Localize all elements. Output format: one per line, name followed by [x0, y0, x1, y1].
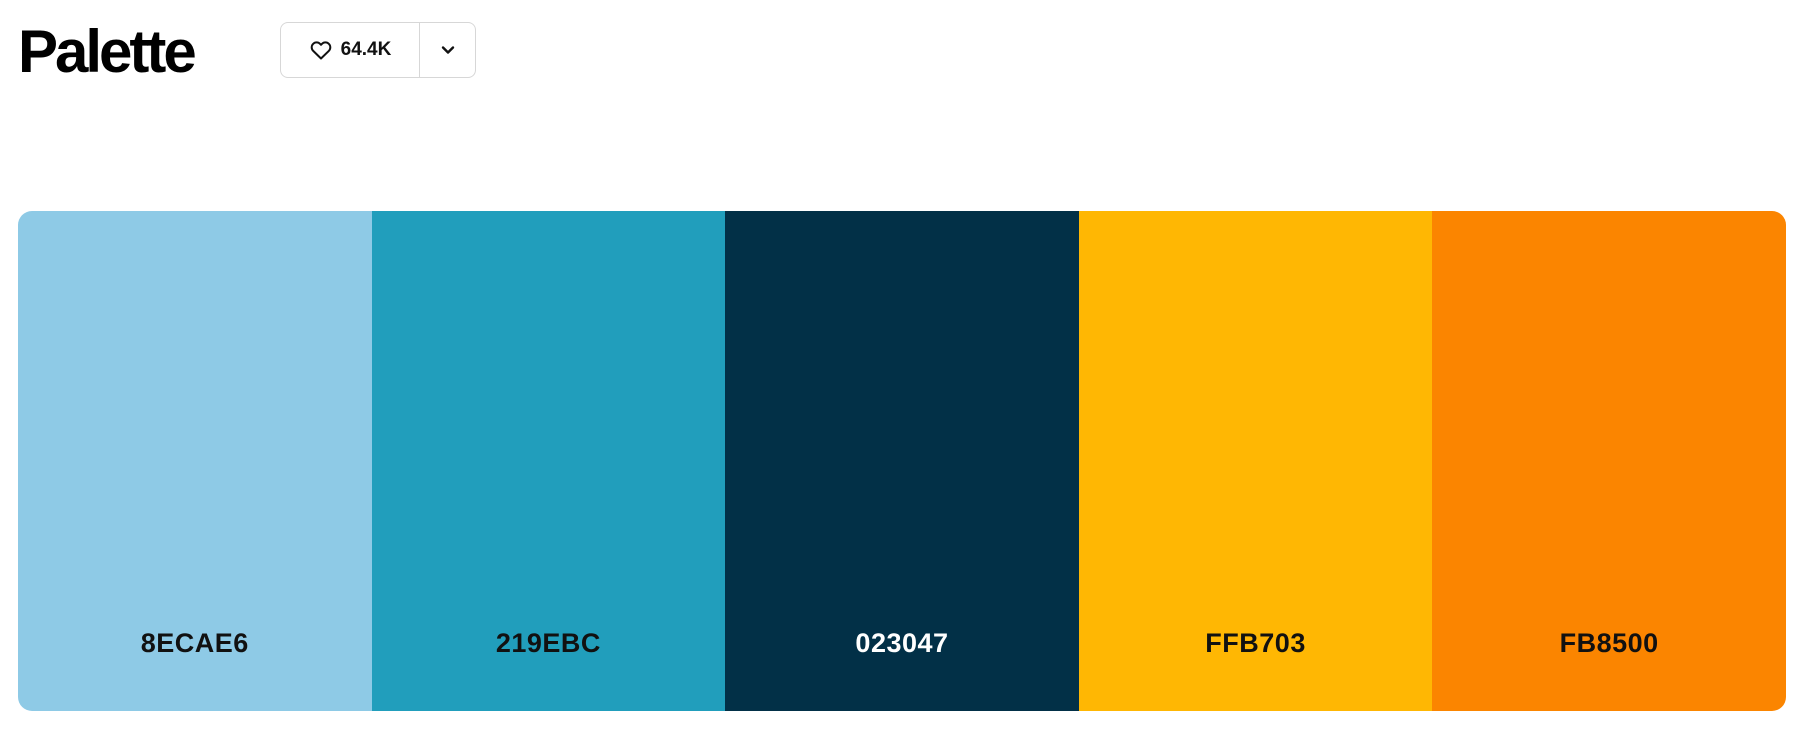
- color-swatch[interactable]: FB8500: [1432, 211, 1786, 711]
- swatch-hex-code[interactable]: 219EBC: [495, 628, 601, 658]
- like-button-group: 64.4K: [280, 22, 476, 78]
- chevron-down-icon: [441, 46, 454, 54]
- color-palette: 8ECAE6 219EBC 023047 FFB703 FB8500: [18, 211, 1786, 711]
- page-title: Palette: [18, 18, 197, 85]
- heart-icon: [310, 41, 331, 60]
- color-swatch[interactable]: 8ECAE6: [18, 211, 372, 711]
- swatch-hex-code[interactable]: FB8500: [1559, 628, 1659, 658]
- more-options-button[interactable]: [420, 23, 475, 77]
- color-swatch[interactable]: 023047: [725, 211, 1079, 711]
- swatch-hex-code[interactable]: 8ECAE6: [140, 628, 249, 658]
- color-swatch[interactable]: 219EBC: [371, 211, 726, 711]
- swatch-hex-code[interactable]: 023047: [855, 628, 949, 658]
- color-swatch[interactable]: FFB703: [1078, 211, 1433, 711]
- like-button[interactable]: 64.4K: [281, 23, 420, 77]
- like-count: 64.4K: [340, 39, 392, 60]
- swatch-hex-code[interactable]: FFB703: [1205, 628, 1306, 658]
